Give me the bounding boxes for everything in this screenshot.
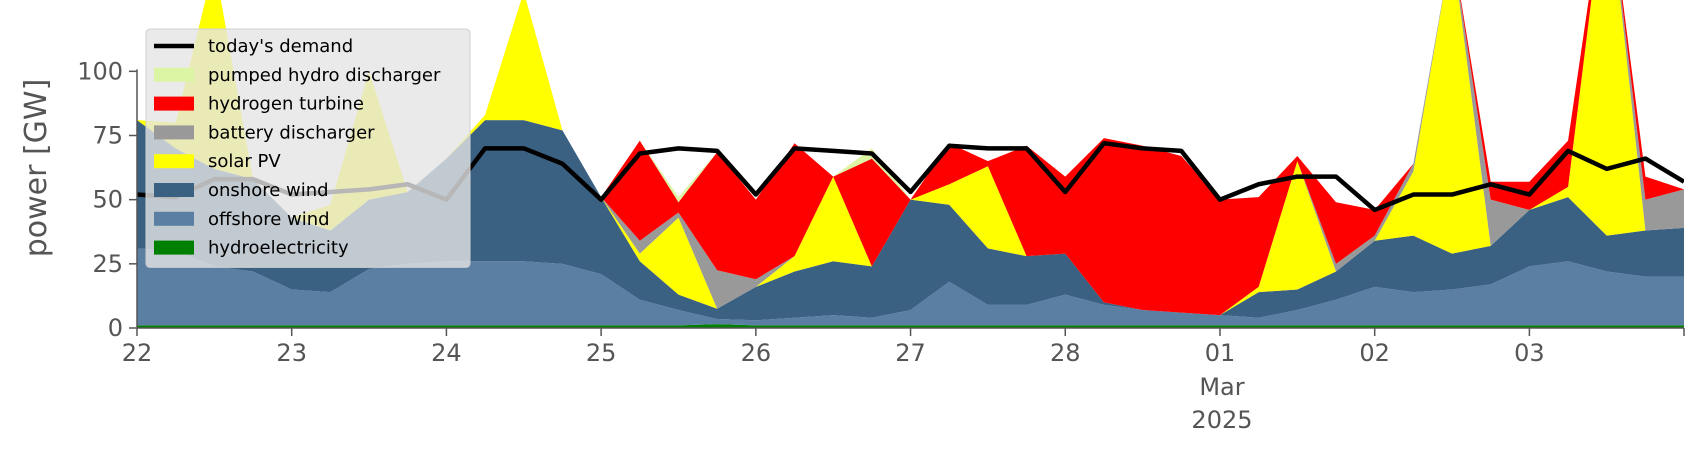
y-tick-label: 100 — [77, 57, 123, 85]
legend-swatch-battery-discharger — [154, 125, 194, 140]
legend-label-pumped-hydro-discharger: pumped hydro discharger — [208, 65, 441, 86]
legend-box — [145, 28, 471, 268]
x-tick-label: 03 — [1514, 339, 1545, 367]
y-tick-label: 0 — [108, 314, 123, 342]
y-tick-label: 25 — [92, 250, 123, 278]
area-hydroelectricity — [137, 324, 1684, 328]
x-tick-label: 24 — [431, 339, 462, 367]
y-axis-title: power [GW] — [19, 79, 54, 258]
x-tick-label: 01 — [1205, 339, 1236, 367]
x-tick-label: 25 — [586, 339, 617, 367]
x-tick-label: 23 — [276, 339, 307, 367]
y-tick-label: 50 — [92, 186, 123, 214]
legend-swatch-onshore-wind — [154, 183, 194, 197]
legend-swatch-offshore-wind — [154, 211, 194, 226]
x-tick-sublabel: 2025 — [1191, 406, 1252, 434]
legend-label-onshore-wind: onshore wind — [208, 180, 329, 201]
legend-swatch-hydroelectricity — [154, 240, 194, 255]
legend-label-hydrogen-turbine: hydrogen turbine — [208, 94, 364, 115]
legend-label-solar-pv: solar PV — [208, 151, 281, 172]
area-offshore-wind — [137, 248, 1684, 326]
x-tick-label: 02 — [1359, 339, 1390, 367]
legend: today's demand pumped hydro discharger hyd… — [145, 28, 471, 268]
legend-swatch-hydrogen-turbine — [154, 96, 194, 111]
x-tick-label: 22 — [122, 339, 153, 367]
legend-swatch-pumped-hydro-discharger — [154, 67, 194, 82]
legend-label-today-s-demand: today's demand — [208, 36, 353, 57]
legend-label-hydroelectricity: hydroelectricity — [208, 238, 349, 259]
x-tick-label: 26 — [741, 339, 772, 367]
x-tick-label: 27 — [895, 339, 926, 367]
area-solar-pv — [137, 0, 1684, 316]
legend-swatch-solar-pv — [154, 154, 194, 169]
legend-label-battery-discharger: battery discharger — [208, 122, 375, 143]
x-tick-sublabel: Mar — [1199, 373, 1244, 401]
stacked-area-layers — [137, 0, 1684, 328]
legend-label-offshore-wind: offshore wind — [208, 209, 330, 230]
axes: 0 25 50 75 100 22 23 24 25 26 27 28 01 Mar 2025 02 03 — [77, 57, 1685, 434]
x-tick-label: 28 — [1050, 339, 1081, 367]
area-onshore-wind — [137, 120, 1684, 321]
y-tick-label: 75 — [92, 122, 123, 150]
